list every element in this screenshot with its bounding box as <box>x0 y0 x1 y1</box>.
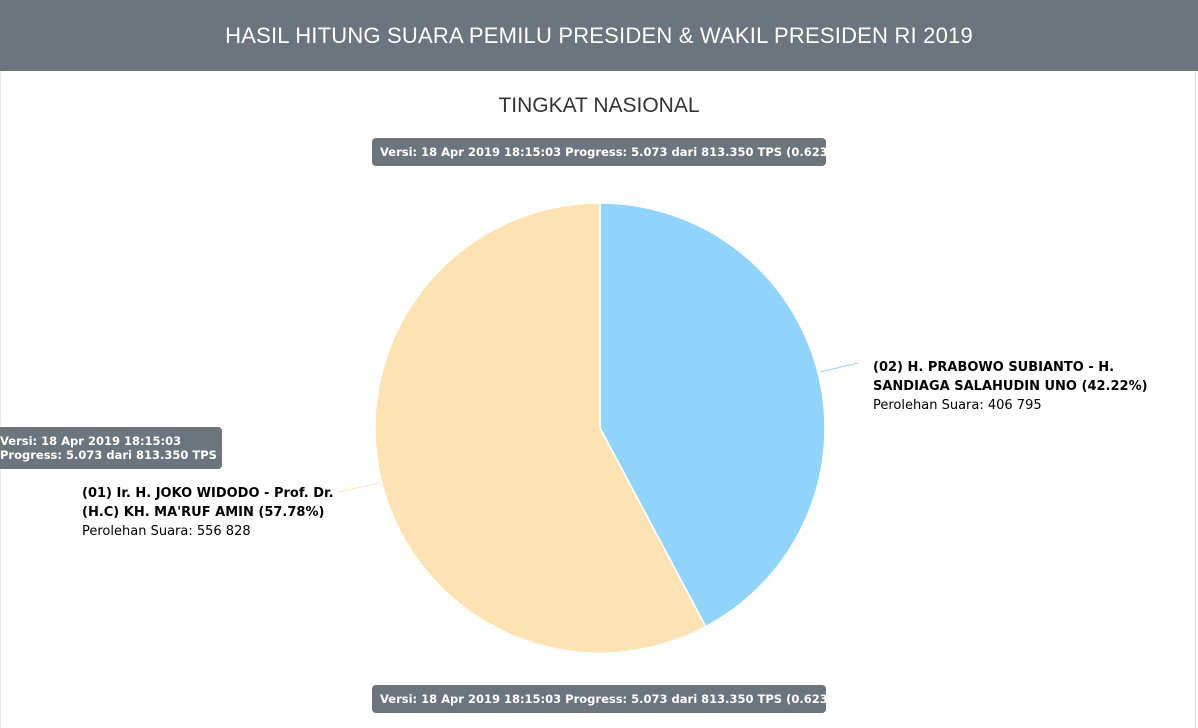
tooltip-version: Versi: 18 Apr 2019 18:15:03 <box>0 434 182 448</box>
slice-label-jokowi: (01) Ir. H. JOKO WIDODO - Prof. Dr. (H.C… <box>82 484 342 541</box>
slice-label-jokowi-name: (01) Ir. H. JOKO WIDODO - Prof. Dr. (H.C… <box>82 486 334 520</box>
slice-label-prabowo-name: (02) H. PRABOWO SUBIANTO - H. SANDIAGA S… <box>873 360 1148 394</box>
slice-label-prabowo-votes: Perolehan Suara: 406 795 <box>873 398 1042 413</box>
label-connector-jokowi <box>337 482 381 493</box>
tooltip-progress: Progress: 5.073 dari 813.350 TPS (0.6237… <box>0 448 296 462</box>
slice-label-prabowo: (02) H. PRABOWO SUBIANTO - H. SANDIAGA S… <box>873 358 1153 415</box>
pie-slice-jokowi[interactable] <box>374 202 707 654</box>
page-title: HASIL HITUNG SUARA PEMILU PRESIDEN & WAK… <box>225 22 973 48</box>
hover-tooltip: Versi: 18 Apr 2019 18:15:03 Progress: 5.… <box>0 427 296 469</box>
label-connector-prabowo <box>819 362 859 373</box>
chart-card <box>0 71 1196 728</box>
page-header: HASIL HITUNG SUARA PEMILU PRESIDEN & WAK… <box>0 0 1198 71</box>
slice-label-jokowi-votes: Perolehan Suara: 556 828 <box>82 524 251 539</box>
version-badge-bottom: Versi: 18 Apr 2019 18:15:03 Progress: 5.… <box>372 685 861 713</box>
chart-title: TINGKAT NASIONAL <box>498 94 700 117</box>
pie-slice-prabowo[interactable] <box>599 202 826 628</box>
version-badge-top: Versi: 18 Apr 2019 18:15:03 Progress: 5.… <box>372 138 861 166</box>
